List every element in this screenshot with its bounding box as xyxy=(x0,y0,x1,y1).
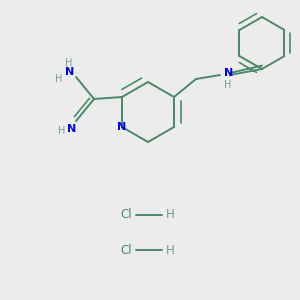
Text: N: N xyxy=(68,124,76,134)
Text: H: H xyxy=(166,208,174,221)
Text: H: H xyxy=(166,244,174,256)
Text: Cl: Cl xyxy=(120,244,132,256)
Text: H: H xyxy=(224,80,231,90)
Text: N: N xyxy=(224,68,233,78)
Text: H: H xyxy=(65,58,73,68)
Text: N: N xyxy=(65,67,75,77)
Text: H: H xyxy=(55,74,63,84)
Text: N: N xyxy=(117,122,127,132)
Text: H: H xyxy=(58,126,66,136)
Text: Cl: Cl xyxy=(120,208,132,221)
